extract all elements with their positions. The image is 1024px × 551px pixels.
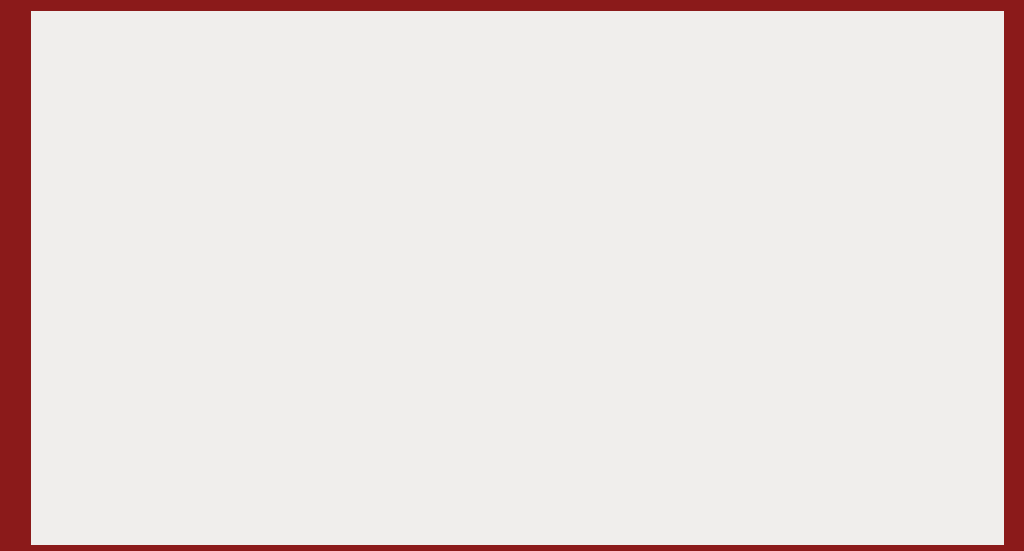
Text: I.  Complete the chart below about each given right triangle.: I. Complete the chart below about each g… (168, 102, 688, 117)
Text: SIX Trigonometric Ratios for angle θ: SIX Trigonometric Ratios for angle θ (629, 121, 901, 134)
Text: 2.): 2.) (166, 237, 187, 251)
Text: 3.): 3.) (166, 355, 187, 370)
Text: 1.): 1.) (166, 141, 187, 155)
Text: Given Right Triangle: Given Right Triangle (188, 121, 341, 134)
Text: Work to Find Missing Side: Work to Find Missing Side (395, 121, 591, 134)
Text: $7\sqrt{5}$: $7\sqrt{5}$ (231, 453, 260, 468)
Text: $\theta$: $\theta$ (225, 246, 234, 261)
Text: $\theta$: $\theta$ (203, 201, 212, 216)
Text: 20: 20 (325, 170, 341, 183)
Text: Name:: Name: (585, 81, 631, 95)
Text: 14: 14 (246, 348, 261, 361)
Text: $\theta$: $\theta$ (204, 391, 213, 405)
Text: Keeps answers completely simplified!: Keeps answers completely simplified! (570, 102, 884, 117)
Text: Math 3 – 7.1WS:  Right Triangle Trigonometry: Math 3 – 7.1WS: Right Triangle Trigonome… (168, 81, 497, 95)
Text: $\sqrt{5}$: $\sqrt{5}$ (177, 275, 198, 290)
Bar (160, 119, 913, 486)
Text: 25: 25 (263, 236, 279, 249)
Text: 20: 20 (274, 334, 291, 348)
